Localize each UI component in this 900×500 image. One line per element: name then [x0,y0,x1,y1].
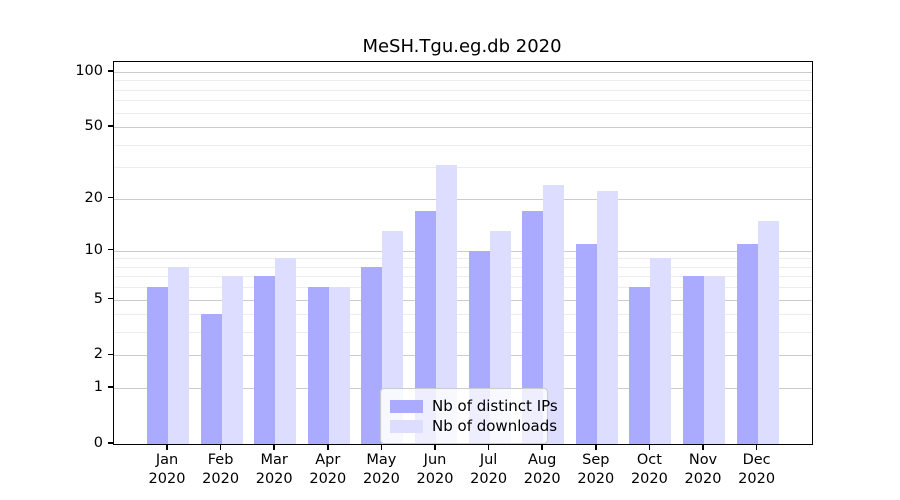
x-tick [219,444,222,450]
gridline-minor [114,314,812,316]
y-tick-label: 100 [75,63,103,79]
gridline-major [114,250,812,252]
bar-ips-sep [575,243,597,444]
y-tick-label: 20 [84,189,103,206]
y-tick [108,70,113,72]
legend-item-downloads: Nb of downloads [390,416,557,436]
y-tick [108,196,113,199]
chart-title: MeSH.Tgu.eg.db 2020 [362,36,562,57]
legend-item-distinct-ips: Nb of distinct IPs [390,396,558,416]
bar-downloads-nov [704,276,725,444]
bar-ips-apr [307,287,329,444]
y-tick [108,248,113,251]
y-tick [108,297,113,300]
legend-label-downloads: Nb of downloads [432,417,558,435]
x-tick [755,444,758,450]
x-tick [702,444,704,450]
x-tick-label: Mar 2020 [255,452,293,487]
x-tick-label: Aug 2020 [523,452,561,487]
x-tick [434,444,436,450]
x-tick-label: Nov 2020 [684,452,722,487]
gridline-minor [114,100,812,102]
bar-downloads-jun [436,164,457,444]
x-tick-label: Dec 2020 [738,452,776,487]
legend-swatch-downloads [390,419,423,433]
x-tick-label: Jan 2020 [148,452,186,487]
x-tick-label: Feb 2020 [202,452,240,487]
y-tick [108,386,113,388]
x-tick-label: May 2020 [362,452,400,487]
y-tick-label: 2 [93,346,103,363]
gridline-major [114,72,812,73]
gridline-minor [114,89,812,91]
bar-ips-jun [415,211,436,444]
x-tick-label: Apr 2020 [309,452,347,487]
bar-downloads-mar [275,258,297,444]
gridline-minor [114,276,812,278]
bar-downloads-jan [168,266,189,444]
bar-ips-mar [254,276,276,444]
gridline-major [114,299,812,301]
bar-downloads-apr [328,287,350,444]
gridline-major [114,198,812,200]
x-tick-label: Oct 2020 [630,452,668,487]
y-tick-label: 1 [93,379,103,396]
x-tick [327,444,329,450]
bar-downloads-feb [221,276,243,444]
x-tick [541,444,543,450]
x-tick-label: Jun 2020 [416,452,454,487]
x-tick [487,444,490,450]
bar-downloads-oct [650,258,672,444]
y-tick-label: 10 [84,241,103,258]
legend-swatch-distinct-ips [390,399,423,413]
x-tick [595,444,597,450]
x-tick [648,444,651,450]
bar-ips-nov [683,276,704,444]
gridline-major [114,127,812,129]
x-tick [273,444,275,450]
bar-ips-jan [147,287,168,444]
x-tick [380,444,383,450]
gridline-minor [114,258,812,260]
bar-downloads-aug [543,184,565,444]
gridline-minor [114,287,812,289]
y-tick-label: 0 [93,435,103,451]
y-tick [108,125,113,127]
gridline-minor [114,80,812,82]
y-tick [108,353,113,356]
y-tick [108,442,113,444]
plot-area [113,61,813,445]
gridline-minor [114,112,812,114]
bar-ips-aug [522,211,544,444]
legend-label-distinct-ips: Nb of distinct IPs [432,397,558,415]
gridline-minor [114,144,812,146]
gridline-major [114,355,812,357]
bar-downloads-sep [596,191,618,444]
bar-ips-may [361,266,383,444]
gridline-minor [114,332,812,334]
legend: Nb of distinct IPs Nb of downloads [380,388,558,444]
gridline-minor [114,266,812,268]
bar-ips-oct [629,287,651,444]
x-tick-label: Sep 2020 [577,452,615,487]
x-tick-label: Jul 2020 [470,452,508,487]
bar-ips-feb [200,314,222,444]
x-tick [166,444,168,450]
y-tick-label: 50 [84,118,103,135]
bar-ips-dec [736,243,758,444]
gridline-minor [114,167,812,169]
bar-downloads-dec [757,220,779,444]
y-tick-label: 5 [93,290,103,307]
